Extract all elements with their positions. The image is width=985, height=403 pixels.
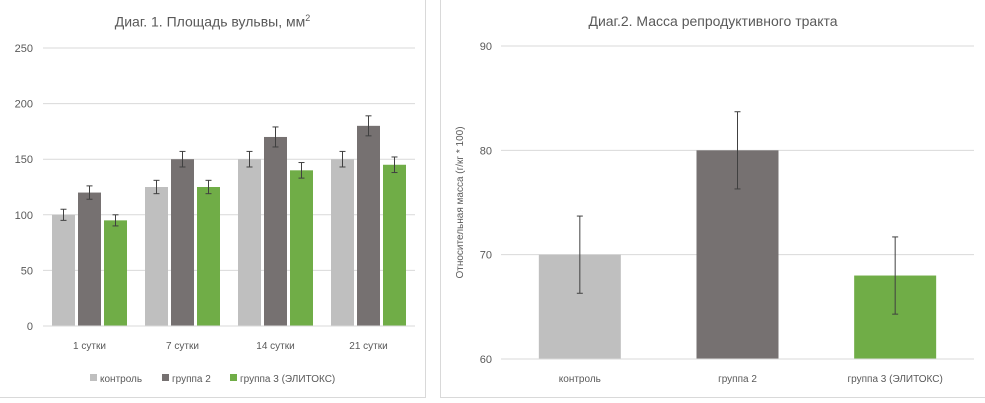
chart-1-bar <box>145 187 168 326</box>
chart-1-bar <box>290 170 313 326</box>
chart-2-title: Диаг.2. Масса репродуктивного тракта <box>588 13 838 29</box>
chart-1-ytick-label: 100 <box>15 210 33 222</box>
chart-1-legend-label: контроль <box>100 374 142 385</box>
chart-1-category-label: 1 сутки <box>73 341 106 352</box>
chart-2-ytick-label: 60 <box>480 354 492 366</box>
chart-2-svg: 60 70 80 90 контроль группа 2 группа 3 (ЭЛИТОК… <box>455 41 974 385</box>
chart-1-bar <box>104 220 127 326</box>
chart-1-ytick-label: 150 <box>15 154 33 166</box>
chart-1-legend-swatch <box>162 374 169 381</box>
chart-1-category-label: 7 сутки <box>166 341 199 352</box>
chart-2-category-label: контроль <box>559 374 601 385</box>
chart-1-bar <box>357 125 380 326</box>
chart-2-panel: Диаг.2. Масса репродуктивного тракта 60 7… <box>440 0 985 398</box>
chart-2-ytick-label: 70 <box>480 250 492 262</box>
chart-1-bar <box>197 187 220 326</box>
chart-2-y-axis-title: Относительная масса (г/кг * 100) <box>455 126 466 278</box>
chart-1-ytick-label: 0 <box>27 321 33 333</box>
chart-1-legend-swatch <box>90 374 97 381</box>
chart-1-bar <box>78 192 101 326</box>
chart-1-title: Диаг. 1. Площадь вульвы, мм2 <box>114 13 311 30</box>
chart-1-bar <box>52 214 75 326</box>
chart-1-svg: 0 50 100 150 200 250 1 сутки 7 сутки 14 сутки 21 … <box>15 43 415 385</box>
chart-1-ytick-label: 250 <box>15 43 33 55</box>
chart-1-legend-swatch <box>230 374 237 381</box>
chart-1-bar <box>331 159 354 326</box>
chart-2-category-label: группа 2 <box>718 374 757 385</box>
chart-1-bar <box>171 159 194 326</box>
chart-1-bar <box>238 159 261 326</box>
chart-1-ytick-label: 200 <box>15 99 33 111</box>
chart-1-bar <box>383 164 406 326</box>
chart-2-category-label: группа 3 (ЭЛИТОКС) <box>848 374 943 385</box>
chart-1-ytick-label: 50 <box>21 265 33 277</box>
chart-2-ytick-label: 80 <box>480 145 492 157</box>
chart-1-category-label: 21 сутки <box>349 341 387 352</box>
chart-1-legend-label: группа 3 (ЭЛИТОКС) <box>240 374 335 385</box>
chart-1-bar <box>264 136 287 326</box>
chart-1-legend-label: группа 2 <box>172 374 211 385</box>
chart-2-ytick-label: 90 <box>480 41 492 53</box>
chart-1-category-label: 14 сутки <box>256 341 294 352</box>
chart-1-panel: Диаг. 1. Площадь вульвы, мм2 0 50 100 150 20… <box>0 0 426 398</box>
